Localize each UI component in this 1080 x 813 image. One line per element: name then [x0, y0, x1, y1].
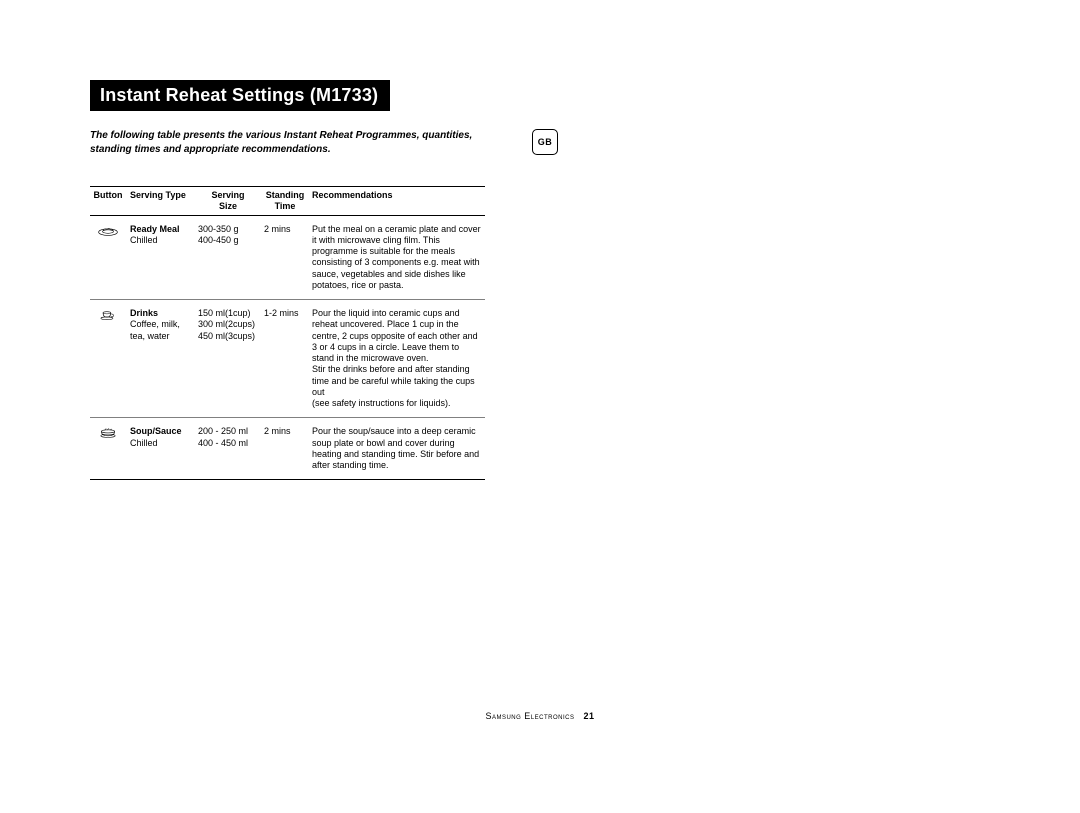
- settings-table-wrap: Button Serving Type ServingSize Standing…: [90, 186, 485, 480]
- footer-page-number: 21: [584, 711, 595, 721]
- standing-time-cell: 2 mins: [262, 418, 310, 480]
- serving-type-cell: Soup/SauceChilled: [128, 418, 196, 480]
- col-header-time: StandingTime: [262, 187, 310, 216]
- serving-size-cell: 150 ml(1cup)300 ml(2cups)450 ml(3cups): [196, 300, 262, 418]
- col-header-rec: Recommendations: [310, 187, 485, 216]
- intro-row: The following table presents the various…: [90, 123, 990, 156]
- bowl-icon: [90, 418, 128, 480]
- footer-company: Samsung Electronics: [485, 711, 574, 721]
- table-body: Ready MealChilled300-350 g400-450 g2 min…: [90, 215, 485, 480]
- serving-type-cell: Ready MealChilled: [128, 215, 196, 300]
- table-row: DrinksCoffee, milk, tea, water150 ml(1cu…: [90, 300, 485, 418]
- col-header-size: ServingSize: [196, 187, 262, 216]
- intro-column: The following table presents the various…: [90, 123, 488, 156]
- table-header-row: Button Serving Type ServingSize Standing…: [90, 187, 485, 216]
- plate-icon: [90, 215, 128, 300]
- serving-type-cell: DrinksCoffee, milk, tea, water: [128, 300, 196, 418]
- settings-table: Button Serving Type ServingSize Standing…: [90, 186, 485, 480]
- recommendation-cell: Pour the liquid into ceramic cups and re…: [310, 300, 485, 418]
- serving-size-cell: 300-350 g400-450 g: [196, 215, 262, 300]
- serving-size-cell: 200 - 250 ml400 - 450 ml: [196, 418, 262, 480]
- recommendation-cell: Put the meal on a ceramic plate and cove…: [310, 215, 485, 300]
- standing-time-cell: 1-2 mins: [262, 300, 310, 418]
- language-badge: GB: [532, 129, 558, 155]
- table-row: Soup/SauceChilled200 - 250 ml400 - 450 m…: [90, 418, 485, 480]
- table-row: Ready MealChilled300-350 g400-450 g2 min…: [90, 215, 485, 300]
- section-title: Instant Reheat Settings (M1733): [100, 85, 378, 105]
- intro-text: The following table presents the various…: [90, 129, 488, 156]
- standing-time-cell: 2 mins: [262, 215, 310, 300]
- cup-icon: [90, 300, 128, 418]
- col-header-button: Button: [90, 187, 128, 216]
- col-header-type: Serving Type: [128, 187, 196, 216]
- recommendation-cell: Pour the soup/sauce into a deep ceramic …: [310, 418, 485, 480]
- document-page: Instant Reheat Settings (M1733) The foll…: [0, 0, 1080, 480]
- page-footer: Samsung Electronics 21: [0, 711, 1080, 721]
- section-title-box: Instant Reheat Settings (M1733): [90, 80, 390, 111]
